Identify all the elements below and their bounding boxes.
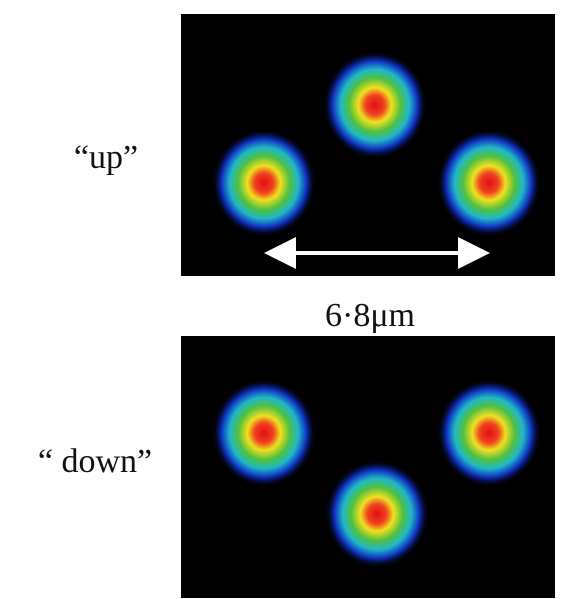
- label-down: “ down”: [38, 443, 152, 480]
- figure: “up” “ down” 6·8μm: [0, 0, 572, 599]
- atom-spot: [212, 379, 316, 487]
- atom-spot: [437, 379, 541, 487]
- atom-spot: [437, 129, 541, 237]
- atom-spot: [323, 51, 427, 159]
- atom-spot: [325, 460, 429, 568]
- label-up: “up”: [74, 139, 138, 176]
- atom-spot: [212, 129, 316, 237]
- scale-label: 6·8μm: [325, 297, 415, 334]
